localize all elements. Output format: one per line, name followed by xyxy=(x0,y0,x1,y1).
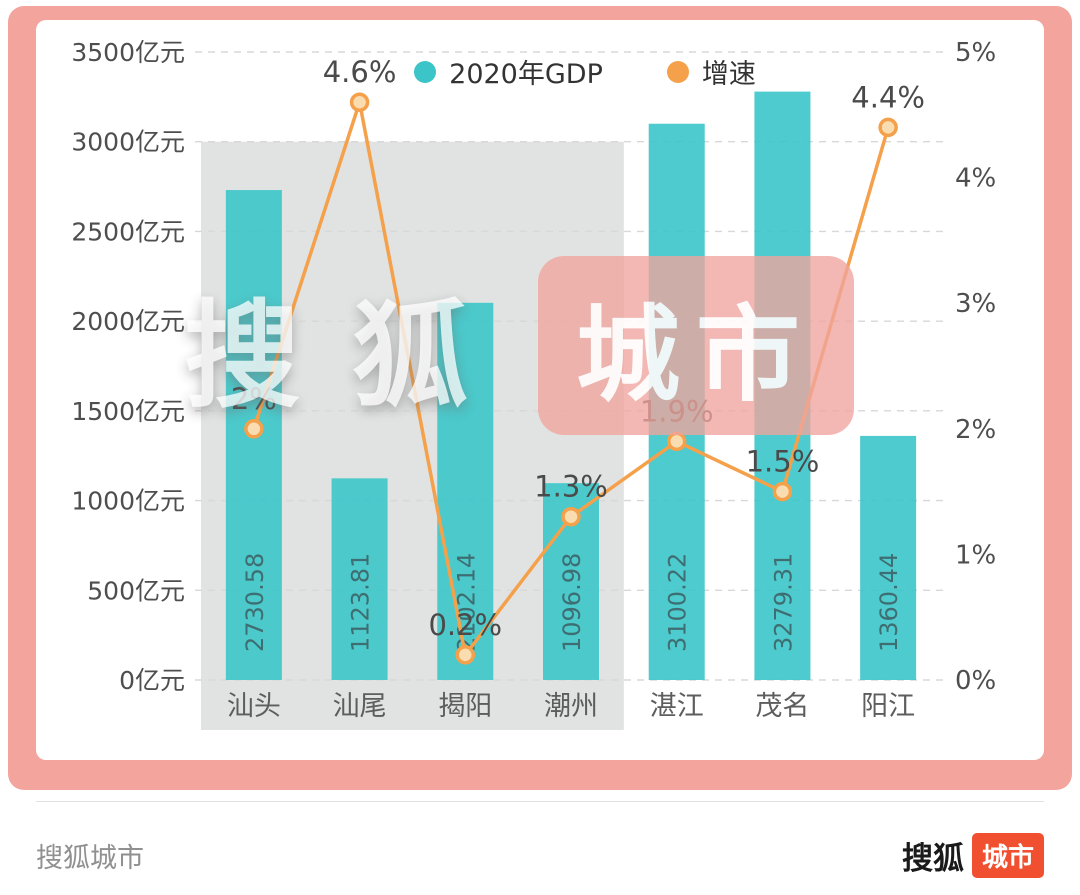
x-axis-label-5: 茂名 xyxy=(755,691,809,722)
growth-value-label-6: 4.4% xyxy=(851,80,925,114)
legend-item-growth: 增速 xyxy=(666,52,756,91)
left-axis-tick-5: 1000亿元 xyxy=(71,487,185,516)
sohu-city-logo: 搜狐 城市 xyxy=(901,832,1044,878)
left-axis-tick-0: 3500亿元 xyxy=(71,38,185,67)
chart-card: 0亿元 500亿元 1000亿元 1500亿元 2000亿元 2500亿元 3000亿元 35… xyxy=(36,20,1044,760)
growth-marker-2 xyxy=(455,645,476,665)
right-axis-tick-4: 1% xyxy=(955,540,996,570)
gdp-bar-6 xyxy=(860,435,917,680)
right-axis-tick-5: 0% xyxy=(955,666,996,696)
bar-value-label-6: 1360.44 xyxy=(875,553,903,652)
x-axis-label-6: 阳江 xyxy=(861,691,915,722)
x-axis-label-2: 揭阳 xyxy=(438,691,492,722)
x-axis-label-0: 汕头 xyxy=(227,691,281,722)
growth-value-label-4: 1.9% xyxy=(640,394,714,428)
chart-plot: 0亿元 500亿元 1000亿元 1500亿元 2000亿元 2500亿元 3000亿元 35… xyxy=(71,38,996,730)
growth-value-label-2: 0.2% xyxy=(428,608,502,642)
bar-value-label-5: 3279.31 xyxy=(769,553,797,652)
left-axis-tick-3: 2000亿元 xyxy=(71,307,185,336)
growth-marker-3 xyxy=(561,506,581,527)
growth-value-label-1: 4.6% xyxy=(323,55,397,89)
right-axis-tick-3: 2% xyxy=(955,415,996,445)
right-axis-tick-0: 5% xyxy=(955,38,996,68)
growth-marker-0 xyxy=(244,419,264,439)
x-axis-label-3: 潮州 xyxy=(544,691,598,722)
bar-value-label-1: 1123.81 xyxy=(347,553,375,652)
legend-label-gdp: 2020年GDP xyxy=(449,59,603,90)
x-axis-label-4: 湛江 xyxy=(650,691,704,722)
growth-value-label-3: 1.3% xyxy=(534,470,608,504)
growth-marker-1 xyxy=(349,92,370,112)
logo-badge-city: 城市 xyxy=(971,832,1044,878)
footer: 搜狐城市 搜狐 城市 xyxy=(36,830,1044,880)
legend-dot-growth-icon xyxy=(666,60,689,83)
left-axis-tick-6: 500亿元 xyxy=(87,576,185,605)
legend-dot-gdp-icon xyxy=(414,60,437,83)
chart-legend: 2020年GDP 增速 xyxy=(81,52,1080,91)
legend-label-growth: 增速 xyxy=(701,59,756,90)
right-axis-tick-1: 4% xyxy=(955,164,996,194)
legend-item-gdp: 2020年GDP xyxy=(414,52,603,91)
left-axis-tick-1: 3000亿元 xyxy=(71,128,185,157)
bar-value-label-3: 1096.98 xyxy=(558,553,586,652)
bar-value-label-4: 3100.22 xyxy=(664,553,692,652)
footer-source-text: 搜狐城市 xyxy=(36,842,144,874)
left-axis-tick-2: 2500亿元 xyxy=(71,217,185,246)
growth-value-label-5: 1.5% xyxy=(746,445,820,479)
growth-marker-4 xyxy=(666,431,687,452)
left-axis-tick-4: 1500亿元 xyxy=(71,397,185,426)
footer-divider xyxy=(36,801,1044,802)
right-axis-tick-2: 3% xyxy=(955,289,996,319)
gdp-bar-1 xyxy=(331,478,388,680)
logo-text-sohu: 搜狐 xyxy=(901,840,964,877)
x-axis-label-1: 汕尾 xyxy=(333,691,387,722)
bar-value-label-0: 2730.58 xyxy=(241,553,269,652)
growth-value-label-0: 2% xyxy=(231,382,277,416)
gdp-bar-2 xyxy=(437,302,494,680)
growth-marker-6 xyxy=(878,117,898,138)
left-axis-tick-7: 0亿元 xyxy=(119,666,185,695)
growth-marker-5 xyxy=(772,481,793,502)
